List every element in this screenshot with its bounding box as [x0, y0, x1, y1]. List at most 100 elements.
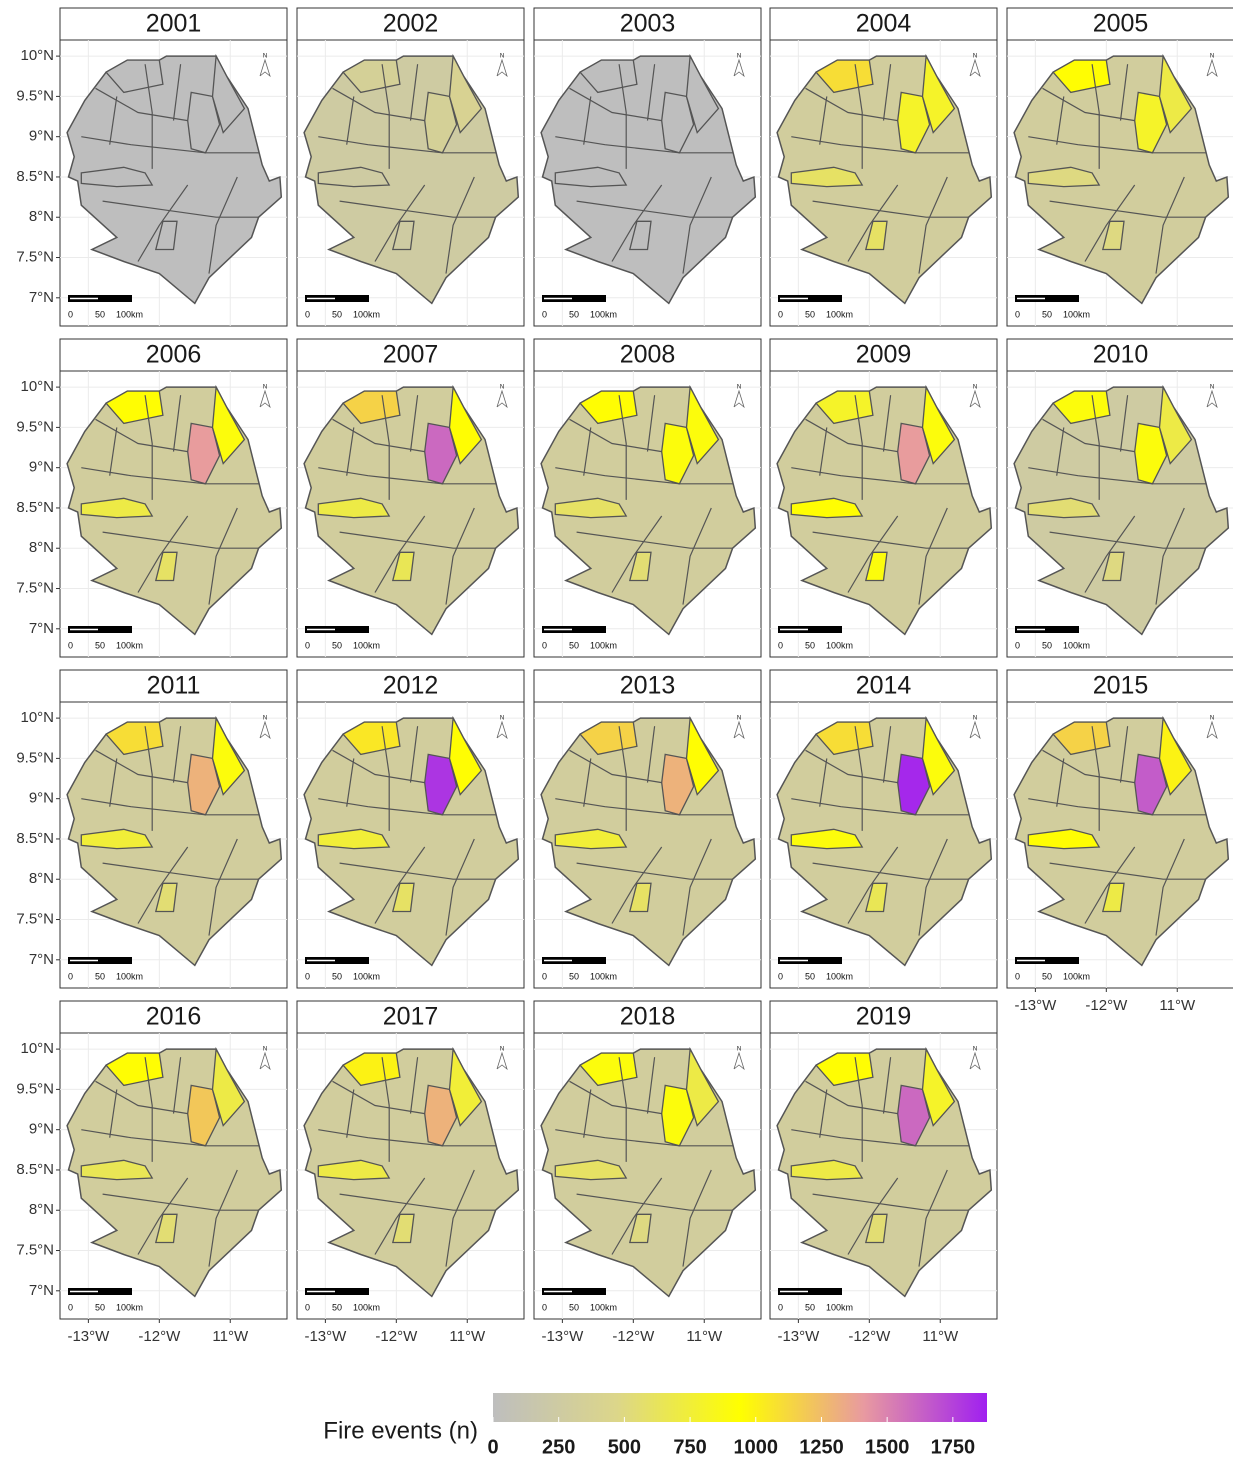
scale-label: 0 — [68, 1302, 73, 1312]
x-tick-label: 11°W — [1159, 997, 1196, 1014]
y-tick-label: 7°N — [29, 620, 54, 637]
scale-label: 50 — [805, 971, 815, 981]
scale-label: 50 — [569, 1302, 579, 1312]
scale-label: 0 — [1015, 971, 1020, 981]
scale-label: 0 — [305, 971, 310, 981]
legend-tick-label: 1000 — [734, 1436, 779, 1458]
scale-label: 100km — [353, 971, 380, 981]
x-tick-label: 11°W — [686, 1328, 723, 1345]
scale-label: 100km — [590, 640, 617, 650]
panel-title: 2011 — [147, 672, 201, 700]
y-tick-label: 9.5°N — [16, 1080, 54, 1097]
y-tick-label: 8°N — [29, 539, 54, 556]
panel-title: 2002 — [383, 10, 439, 38]
y-tick-label: 8°N — [29, 1201, 54, 1218]
legend-tick-label: 500 — [608, 1436, 641, 1458]
scale-label: 100km — [826, 309, 853, 319]
x-tick-label: 11°W — [922, 1328, 959, 1345]
y-tick-label: 8.5°N — [16, 830, 54, 847]
panel-title: 2004 — [856, 10, 912, 38]
x-tick-label: 11°W — [212, 1328, 249, 1345]
x-tick-label: -13°W — [67, 1328, 110, 1345]
panel-title: 2007 — [383, 341, 439, 369]
scale-label: 100km — [826, 971, 853, 981]
x-tick-label: -13°W — [1014, 997, 1057, 1014]
legend-tick-label: 0 — [487, 1436, 498, 1458]
scale-label: 0 — [305, 640, 310, 650]
scale-label: 100km — [1063, 640, 1090, 650]
y-tick-label: 9.5°N — [16, 418, 54, 435]
scale-label: 50 — [95, 640, 105, 650]
scale-label: 100km — [116, 309, 143, 319]
x-tick-label: -12°W — [138, 1328, 181, 1345]
scale-label: 0 — [542, 309, 547, 319]
x-tick-label: -12°W — [612, 1328, 655, 1345]
scale-label: 50 — [1042, 640, 1052, 650]
y-tick-label: 8°N — [29, 870, 54, 887]
y-tick-label: 7.5°N — [16, 910, 54, 927]
panel-title: 2013 — [620, 672, 676, 700]
scale-label: 0 — [778, 1302, 783, 1312]
scale-label: 50 — [332, 309, 342, 319]
scale-label: 50 — [805, 640, 815, 650]
y-tick-label: 9°N — [29, 1121, 54, 1138]
scale-label: 50 — [95, 971, 105, 981]
scale-label: 100km — [590, 1302, 617, 1312]
panel-title: 2003 — [620, 10, 676, 38]
scale-label: 0 — [305, 309, 310, 319]
x-tick-label: -12°W — [375, 1328, 418, 1345]
figure: Fire events (n) 2001 7°N 7.5°N 8°N 8.5°N 9°N 9… — [0, 0, 1233, 1464]
scale-label: 0 — [68, 309, 73, 319]
y-tick-label: 10°N — [20, 47, 54, 64]
scale-label: 100km — [590, 971, 617, 981]
y-tick-label: 7.5°N — [16, 1241, 54, 1258]
x-tick-label: -13°W — [541, 1328, 584, 1345]
y-tick-label: 9°N — [29, 128, 54, 145]
panel-title: 2019 — [856, 1003, 912, 1031]
legend-tick-label: 250 — [542, 1436, 575, 1458]
scale-label: 50 — [1042, 971, 1052, 981]
panel-title: 2017 — [383, 1003, 439, 1031]
y-tick-label: 8°N — [29, 208, 54, 225]
scale-label: 0 — [1015, 309, 1020, 319]
scale-label: 50 — [569, 640, 579, 650]
scale-label: 100km — [353, 640, 380, 650]
legend-tick-label: 1250 — [799, 1436, 844, 1458]
scale-label: 0 — [542, 971, 547, 981]
scale-label: 50 — [805, 1302, 815, 1312]
scale-label: 50 — [1042, 309, 1052, 319]
y-tick-label: 8.5°N — [16, 168, 54, 185]
scale-label: 0 — [778, 309, 783, 319]
legend-title: Fire events (n) — [323, 1417, 478, 1444]
scale-label: 0 — [542, 1302, 547, 1312]
x-tick-label: 11°W — [449, 1328, 486, 1345]
scale-label: 0 — [778, 640, 783, 650]
panel-title: 2015 — [1093, 672, 1149, 700]
x-tick-label: -13°W — [304, 1328, 347, 1345]
y-tick-label: 10°N — [20, 378, 54, 395]
panel-title: 2001 — [146, 10, 202, 38]
scale-label: 0 — [305, 1302, 310, 1312]
y-tick-label: 8.5°N — [16, 1161, 54, 1178]
scale-label: 100km — [116, 971, 143, 981]
scale-label: 50 — [569, 971, 579, 981]
scale-label: 0 — [542, 640, 547, 650]
x-tick-label: -12°W — [848, 1328, 891, 1345]
legend-colorbar — [493, 1393, 987, 1422]
legend-tick-label: 1750 — [931, 1436, 976, 1458]
scale-label: 100km — [353, 309, 380, 319]
y-tick-label: 9°N — [29, 459, 54, 476]
scale-label: 100km — [353, 1302, 380, 1312]
scale-label: 100km — [116, 1302, 143, 1312]
y-tick-label: 10°N — [20, 1040, 54, 1057]
scale-label: 100km — [826, 1302, 853, 1312]
panel-title: 2010 — [1093, 341, 1149, 369]
y-tick-label: 9.5°N — [16, 749, 54, 766]
scale-label: 50 — [569, 309, 579, 319]
scale-label: 50 — [95, 1302, 105, 1312]
x-tick-label: -13°W — [777, 1328, 820, 1345]
y-tick-label: 7°N — [29, 951, 54, 968]
y-tick-label: 7°N — [29, 1282, 54, 1299]
legend-tick-label: 1500 — [865, 1436, 910, 1458]
panel-title: 2005 — [1093, 10, 1149, 38]
